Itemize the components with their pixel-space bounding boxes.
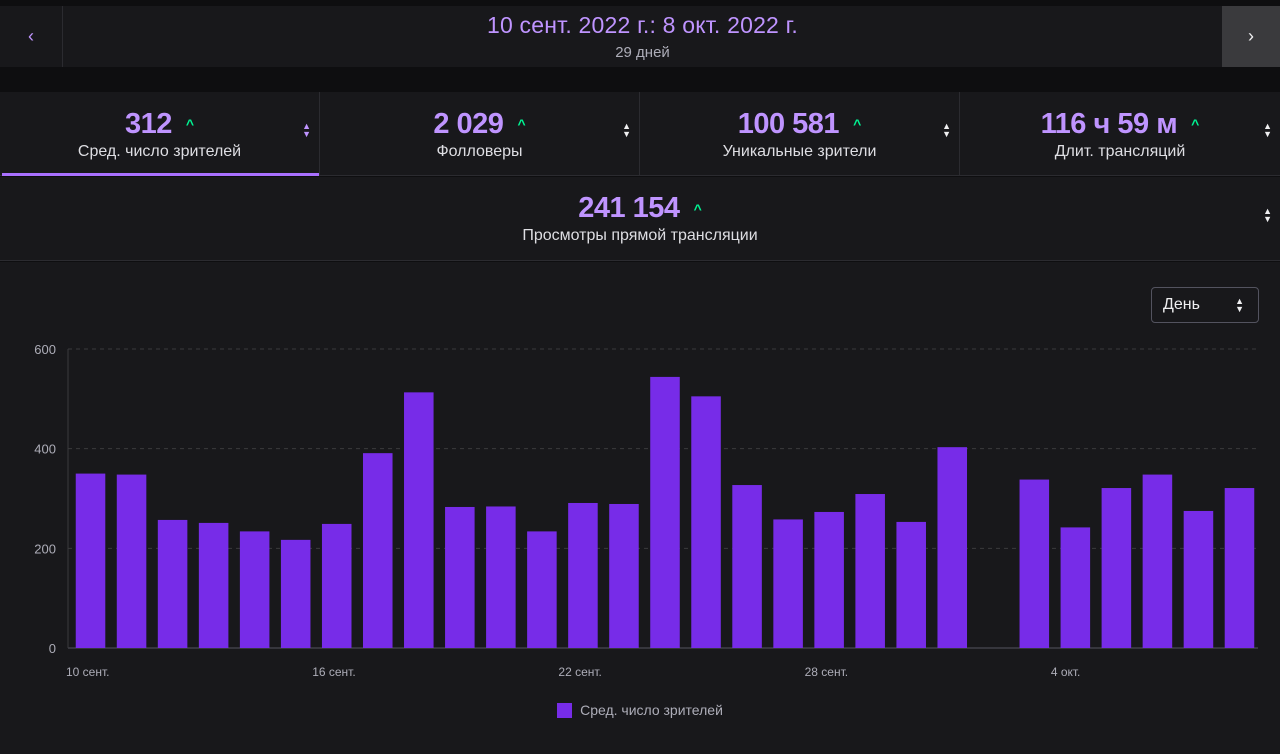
stat-value: 116 ч 59 м	[1040, 107, 1178, 140]
bar[interactable]	[896, 521, 926, 648]
stat-label: Фолловеры	[436, 142, 523, 160]
bar[interactable]	[280, 539, 311, 648]
x-tick-label: 10 сент.	[66, 665, 109, 679]
bar[interactable]	[239, 531, 270, 648]
stat-live-views[interactable]: 241 154 ^ Просмотры прямой трансляции ▲ ▼	[0, 177, 1280, 261]
sort-icon[interactable]: ▲ ▼	[1263, 121, 1272, 139]
stat-avg-viewers[interactable]: 312 ^ Сред. число зрителей ▲ ▼	[0, 92, 320, 176]
bar[interactable]	[773, 519, 803, 648]
date-range-bar: ‹ 10 сент. 2022 г.: 8 окт. 2022 г. 29 дн…	[0, 6, 1280, 67]
bar[interactable]	[814, 511, 844, 648]
period-select-value: День	[1163, 296, 1200, 313]
trend-up-icon: ^	[185, 116, 195, 132]
bar[interactable]	[404, 392, 434, 648]
prev-period-button[interactable]: ‹	[0, 6, 63, 67]
legend-label: Сред. число зрителей	[580, 702, 723, 718]
chart-legend: Сред. число зрителей	[0, 702, 1280, 718]
trend-up-icon: ^	[693, 200, 702, 217]
chevron-updown-icon: ▲ ▼	[1235, 296, 1244, 314]
bar[interactable]	[855, 494, 885, 648]
bar[interactable]	[321, 523, 352, 648]
bar[interactable]	[1142, 474, 1173, 648]
stat-value: 2 029	[433, 107, 504, 140]
legend-swatch	[557, 702, 573, 718]
sort-icon[interactable]: ▲ ▼	[622, 121, 631, 139]
y-tick-label: 400	[34, 442, 56, 457]
date-days-count: 29 дней	[615, 44, 670, 61]
next-period-button[interactable]: ›	[1222, 6, 1280, 67]
chevron-right-icon: ›	[1248, 26, 1254, 46]
bar[interactable]	[1183, 510, 1214, 648]
bar[interactable]	[116, 474, 147, 648]
y-tick-label: 0	[49, 641, 56, 656]
bar[interactable]	[486, 506, 516, 648]
bar[interactable]	[75, 473, 106, 648]
stat-label: Просмотры прямой трансляции	[522, 227, 758, 244]
bar[interactable]	[527, 531, 557, 648]
trend-up-icon: ^	[517, 116, 526, 132]
stat-label: Сред. число зрителей	[77, 142, 242, 160]
trend-up-icon: ^	[1191, 116, 1200, 132]
stat-value: 241 154	[578, 192, 680, 224]
stat-unique-viewers[interactable]: 100 581 ^ Уникальные зрители ▲ ▼	[640, 92, 960, 176]
chart-panel: День ▲ ▼ 0 200 400 600 10 сент. 16 сент. 22 сен…	[0, 262, 1280, 754]
stat-value: 100 581	[737, 107, 840, 140]
sort-icon[interactable]: ▲ ▼	[1263, 206, 1272, 224]
period-select[interactable]: День ▲ ▼	[1151, 287, 1259, 323]
bar[interactable]	[1019, 479, 1050, 648]
x-tick-label: 16 сент.	[312, 665, 355, 679]
stat-stream-duration[interactable]: 116 ч 59 м ^ Длит. трансляций ▲ ▼	[960, 92, 1280, 176]
bar[interactable]	[732, 485, 762, 648]
y-tick-label: 200	[34, 541, 56, 556]
bar[interactable]	[650, 376, 680, 648]
stat-label: Уникальные зрители	[722, 142, 877, 160]
bar[interactable]	[1224, 488, 1255, 648]
bar[interactable]	[937, 447, 968, 648]
trend-up-icon: ^	[853, 116, 862, 132]
bar[interactable]	[609, 503, 639, 648]
bar[interactable]	[198, 522, 229, 648]
stats-row: 312 ^ Сред. число зрителей ▲ ▼ 2 029 ^ Фо…	[0, 92, 1280, 176]
bar[interactable]	[1060, 527, 1091, 648]
y-tick-label: 600	[34, 342, 56, 357]
x-tick-label: 22 сент.	[558, 665, 601, 679]
sort-icon[interactable]: ▲ ▼	[942, 121, 951, 139]
x-tick-label: 28 сент.	[805, 665, 848, 679]
bar[interactable]	[568, 502, 598, 648]
date-range-text: 10 сент. 2022 г.: 8 окт. 2022 г.	[486, 12, 799, 38]
bar-chart: 0 200 400 600 10 сент. 16 сент. 22 сент. 28 сен…	[34, 342, 1258, 679]
stat-followers[interactable]: 2 029 ^ Фолловеры ▲ ▼	[320, 92, 640, 176]
sort-icon[interactable]: ▲ ▼	[302, 121, 311, 139]
stat-label: Длит. трансляций	[1054, 142, 1186, 160]
bar[interactable]	[1101, 488, 1132, 648]
bar[interactable]	[157, 519, 188, 648]
bar[interactable]	[691, 396, 721, 648]
x-tick-label: 4 окт.	[1051, 665, 1081, 679]
bar[interactable]	[362, 453, 393, 648]
chevron-left-icon: ‹	[28, 26, 34, 46]
bar[interactable]	[445, 506, 475, 648]
date-range-display: 10 сент. 2022 г.: 8 окт. 2022 г. 29 дней	[63, 6, 1222, 67]
stat-value: 312	[124, 107, 172, 140]
